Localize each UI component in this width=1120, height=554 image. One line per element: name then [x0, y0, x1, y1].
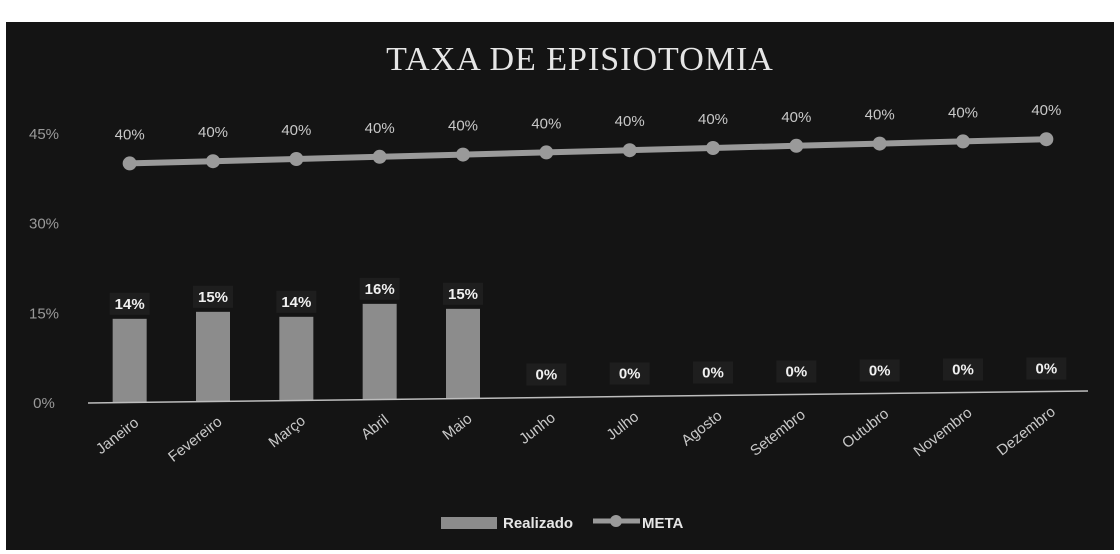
bar-data-label: 0%: [785, 364, 807, 381]
bar-label-background: [109, 292, 150, 315]
meta-point: [706, 140, 720, 155]
chart-title: TAXA DE EPISIOTOMIA: [386, 41, 774, 78]
x-tick-label: Junho: [516, 409, 559, 448]
bar-data-label: 14%: [281, 294, 311, 311]
y-tick-label: 15%: [29, 305, 59, 322]
x-tick-label: Agosto: [678, 407, 725, 449]
meta-data-label: 40%: [531, 115, 561, 132]
y-axis: 0% 15% 30% 45%: [29, 126, 59, 412]
y-tick-label: 45%: [29, 126, 59, 143]
meta-data-label: 40%: [365, 120, 395, 137]
bar: [362, 303, 397, 400]
meta-point: [539, 145, 554, 160]
legend: Realizado META: [441, 515, 684, 532]
x-tick-label: Dezembro: [994, 403, 1059, 459]
x-tick-label: Janeiro: [93, 414, 142, 458]
bar-data-label: 16%: [365, 281, 395, 298]
meta-point: [956, 134, 970, 149]
bar: [196, 311, 230, 402]
meta-data-label: 40%: [448, 118, 478, 135]
x-tick-label: Outubro: [839, 405, 892, 452]
bar-series: [112, 303, 480, 403]
meta-point: [872, 136, 887, 151]
x-axis-line: [87, 390, 1089, 404]
meta-data-label: 40%: [781, 109, 811, 126]
bar-label-background: [693, 361, 733, 384]
bar-label-background: [193, 285, 233, 308]
bar-data-label: 0%: [702, 365, 724, 382]
bar-label-background: [943, 358, 983, 381]
bar-data-label: 14%: [115, 296, 145, 313]
x-tick-label: Maio: [439, 410, 475, 443]
bar-label-background: [443, 282, 483, 305]
meta-point: [1039, 132, 1054, 147]
meta-data-label: 40%: [615, 113, 645, 130]
meta-line: [129, 136, 1047, 167]
bar-data-label: 0%: [1035, 361, 1057, 378]
bar-data-label: 15%: [198, 289, 228, 306]
legend-label-meta: META: [642, 515, 684, 532]
bar-data-label: 0%: [619, 366, 641, 383]
x-tick-label: Março: [265, 412, 308, 451]
x-axis: Janeiro Fevereiro Março Abril Maio Junho Julho…: [93, 403, 1059, 465]
bar: [112, 318, 147, 403]
bar-data-labels: 14% 15% 14% 16% 15% 0% 0% 0% 0% 0% 0% 0%: [109, 277, 1067, 386]
meta-data-label: 40%: [115, 126, 145, 143]
meta-data-label: 40%: [698, 111, 728, 128]
legend-swatch-realizado: [441, 517, 497, 529]
chart-frame: TAXA DE EPISIOTOMIA 0% 15% 30% 45% 14% 15% 14…: [6, 22, 1114, 550]
y-tick-label: 0%: [33, 395, 55, 412]
y-tick-label: 30%: [29, 216, 59, 233]
meta-point: [206, 154, 220, 169]
meta-point: [122, 156, 137, 171]
x-tick-label: Fevereiro: [165, 413, 225, 465]
meta-data-label: 40%: [198, 124, 228, 141]
meta-point: [372, 149, 387, 164]
meta-data-label: 40%: [948, 104, 978, 121]
meta-data-label: 40%: [1031, 102, 1061, 119]
meta-data-label: 40%: [865, 107, 895, 124]
bar-label-background: [859, 359, 900, 382]
chart-svg: TAXA DE EPISIOTOMIA 0%15%30%45% 14% 15% 14…: [29, 41, 1089, 532]
bar-label-background: [276, 290, 317, 313]
bar-label-background: [359, 277, 400, 300]
meta-data-label: 40%: [281, 122, 311, 139]
x-tick-label: Abril: [358, 411, 392, 443]
bar-label-background: [526, 363, 567, 386]
bar-label-background: [1026, 357, 1067, 380]
bar: [446, 308, 480, 399]
bar-data-label: 0%: [869, 363, 891, 380]
bar-data-label: 0%: [535, 367, 557, 384]
x-tick-label: Novembro: [910, 404, 975, 460]
bar-data-label: 0%: [952, 362, 974, 379]
bar-label-background: [776, 360, 817, 383]
x-tick-label: Julho: [603, 408, 642, 443]
bar-label-background: [609, 362, 650, 385]
legend-label-realizado: Realizado: [503, 515, 573, 532]
meta-point: [789, 138, 804, 153]
bar: [279, 316, 314, 401]
bar-data-label: 15%: [448, 286, 478, 303]
meta-point: [622, 143, 637, 158]
meta-point: [456, 147, 470, 162]
meta-point: [289, 151, 304, 166]
meta-series: [122, 132, 1054, 171]
meta-data-labels: 40% 40% 40% 40% 40% 40% 40% 40% 40% 40% 40% 40%: [115, 102, 1062, 143]
legend-swatch-meta-marker: [610, 515, 622, 527]
x-tick-label: Setembro: [747, 406, 809, 459]
